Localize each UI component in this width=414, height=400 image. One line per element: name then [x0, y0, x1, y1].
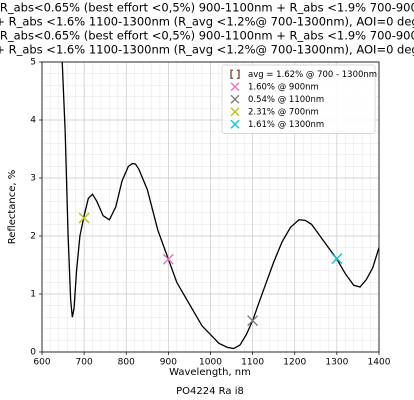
y-tick-label: 2 — [30, 232, 36, 242]
x-tick-label: 1400 — [368, 358, 391, 368]
legend-label: 0.54% @ 1100nm — [248, 95, 324, 105]
chart-title: S1: R_abs<0.65% (best effort <0,5%) 900-… — [0, 1, 414, 15]
marker-stroke — [162, 253, 174, 265]
x-tick-label: 800 — [118, 358, 135, 368]
y-tick-label: 5 — [30, 58, 36, 68]
marker-stroke — [78, 212, 90, 224]
x-tick-label: 900 — [160, 358, 177, 368]
chart-title: + R_abs <1.6% 1100-1300nm (R_avg <1.2%@ … — [0, 15, 414, 29]
plot — [61, 62, 379, 350]
marker — [331, 253, 343, 265]
marker — [162, 253, 174, 265]
x-tick-label: 1100 — [241, 358, 264, 368]
chart-title: S2: R_abs<0.65% (best effort <0,5%) 900-… — [0, 29, 414, 43]
legend-label: 1.60% @ 900nm — [248, 82, 319, 92]
series-line — [61, 62, 379, 350]
y-tick-label: 4 — [30, 116, 36, 126]
x-tick-label: 1000 — [199, 358, 222, 368]
legend-label: 2.31% @ 700nm — [248, 107, 319, 117]
x-tick-label: 700 — [76, 358, 93, 368]
y-tick-label: 3 — [30, 174, 36, 184]
marker — [78, 212, 90, 224]
marker-stroke — [247, 315, 259, 327]
legend-symbol — [230, 119, 240, 129]
x-tick-label: 1200 — [283, 358, 306, 368]
legend-symbol-stroke — [230, 107, 240, 117]
legend-symbol-stroke — [230, 82, 240, 92]
legend-avg-symbol — [230, 69, 240, 79]
y-tick-label: 0 — [30, 348, 36, 358]
legend-symbol-stroke — [230, 119, 240, 129]
legend-label: 1.61% @ 1300nm — [248, 120, 324, 130]
legend: avg = 1.62% @ 700 - 1300nm 1.60% @ 900nm 0… — [221, 64, 377, 134]
legend-symbol — [230, 107, 240, 117]
chart-title: + R_abs <1.6% 1100-1300nm (R_avg <1.2%@ … — [0, 43, 414, 57]
legend-label: avg = 1.62% @ 700 - 1300nm — [248, 70, 377, 80]
legend-symbol — [230, 94, 240, 104]
marker-stroke — [331, 253, 343, 265]
footer: PO4224 Ra i8 — [176, 386, 244, 397]
x-axis-label: Wavelength, nm — [169, 367, 251, 378]
legend-symbol-stroke — [230, 94, 240, 104]
y-axis-label: Reflectance, % — [7, 170, 18, 245]
y-tick-label: 1 — [30, 290, 36, 300]
x-tick-label: 600 — [33, 358, 50, 368]
x-tick-label: 1300 — [325, 358, 348, 368]
legend-box — [221, 64, 376, 134]
marker — [247, 315, 259, 327]
legend-symbol — [230, 82, 240, 92]
